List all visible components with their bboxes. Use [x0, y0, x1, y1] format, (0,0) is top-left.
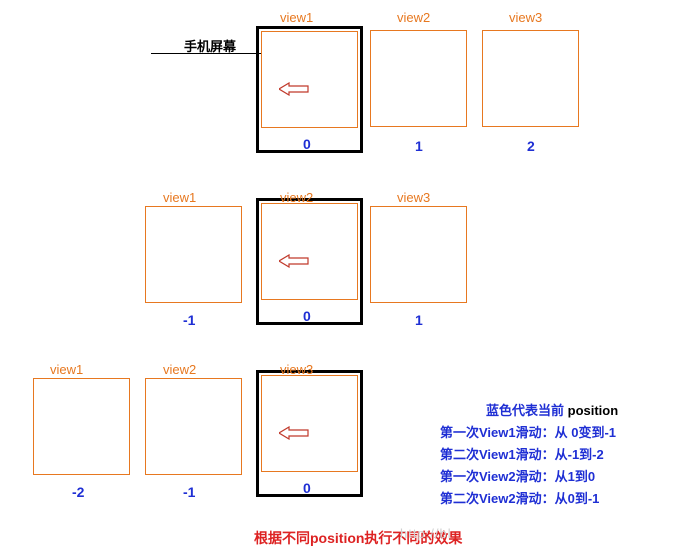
swipe-arrow-icon — [279, 82, 309, 96]
view-label-view3-row3: view3 — [280, 362, 313, 377]
swipe-arrow-icon — [279, 426, 309, 440]
view-box-view1-row3 — [33, 378, 130, 475]
position-label-view1-row3: -2 — [72, 484, 84, 500]
position-label-view2-row1: 1 — [415, 138, 423, 154]
position-label-view3-row2: 1 — [415, 312, 423, 328]
view-label-view1-row3: view1 — [50, 362, 83, 377]
view-label-view2-row1: view2 — [397, 10, 430, 25]
note-line-4: 第一次View2滑动：从1到0 — [440, 466, 595, 485]
phone-inner-view-row1 — [261, 31, 358, 128]
position-label-view1-row2: -1 — [183, 312, 195, 328]
view-label-view2-row2: view2 — [280, 190, 313, 205]
watermark-text: http://bl — [400, 526, 452, 541]
note-line-1: 蓝色代表当前 position — [486, 400, 618, 419]
note-line-5: 第二次View2滑动：从0到-1 — [440, 488, 599, 507]
position-label-view3-row1: 2 — [527, 138, 535, 154]
position-label-view1-row1: 0 — [303, 136, 311, 152]
swipe-arrow-icon — [279, 254, 309, 268]
view-label-view1-row2: view1 — [163, 190, 196, 205]
phone-inner-view-row3 — [261, 375, 358, 472]
position-label-view2-row3: -1 — [183, 484, 195, 500]
view-box-view3-row1 — [482, 30, 579, 127]
view-label-view1-row1: view1 — [280, 10, 313, 25]
view-label-view2-row3: view2 — [163, 362, 196, 377]
phone-screen-lead-line — [151, 53, 261, 54]
note-line-3: 第二次View1滑动：从-1到-2 — [440, 444, 604, 463]
phone-inner-view-row2 — [261, 203, 358, 300]
view-label-view3-row1: view3 — [509, 10, 542, 25]
note-line-2: 第一次View1滑动：从 0变到-1 — [440, 422, 616, 441]
view-box-view2-row3 — [145, 378, 242, 475]
position-label-view2-row2: 0 — [303, 308, 311, 324]
view-box-view1-row2 — [145, 206, 242, 303]
view-box-view2-row1 — [370, 30, 467, 127]
position-label-view3-row3: 0 — [303, 480, 311, 496]
view-box-view3-row2 — [370, 206, 467, 303]
view-label-view3-row2: view3 — [397, 190, 430, 205]
